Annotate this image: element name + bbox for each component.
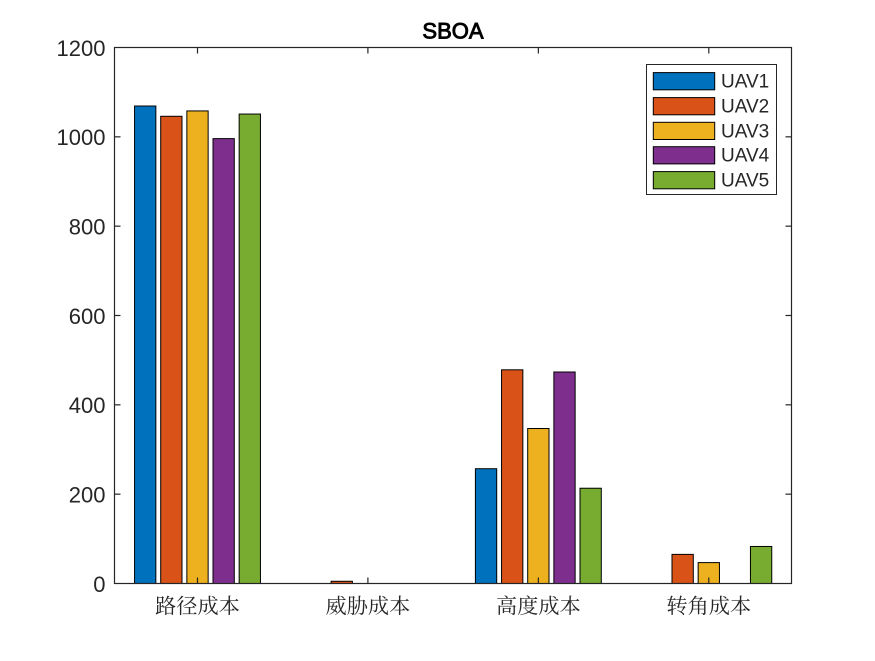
svg-text:1200: 1200	[57, 36, 106, 61]
svg-text:1000: 1000	[57, 125, 106, 150]
svg-text:UAV1: UAV1	[721, 72, 769, 93]
svg-text:800: 800	[69, 215, 106, 240]
svg-text:UAV2: UAV2	[721, 97, 769, 118]
svg-text:200: 200	[69, 483, 106, 508]
svg-text:UAV4: UAV4	[721, 146, 770, 167]
svg-text:UAV3: UAV3	[721, 121, 769, 142]
svg-text:400: 400	[69, 393, 106, 418]
svg-text:0: 0	[93, 572, 105, 597]
svg-text:SBOA: SBOA	[422, 19, 483, 44]
svg-text:600: 600	[69, 304, 106, 329]
svg-text:UAV5: UAV5	[721, 171, 769, 192]
